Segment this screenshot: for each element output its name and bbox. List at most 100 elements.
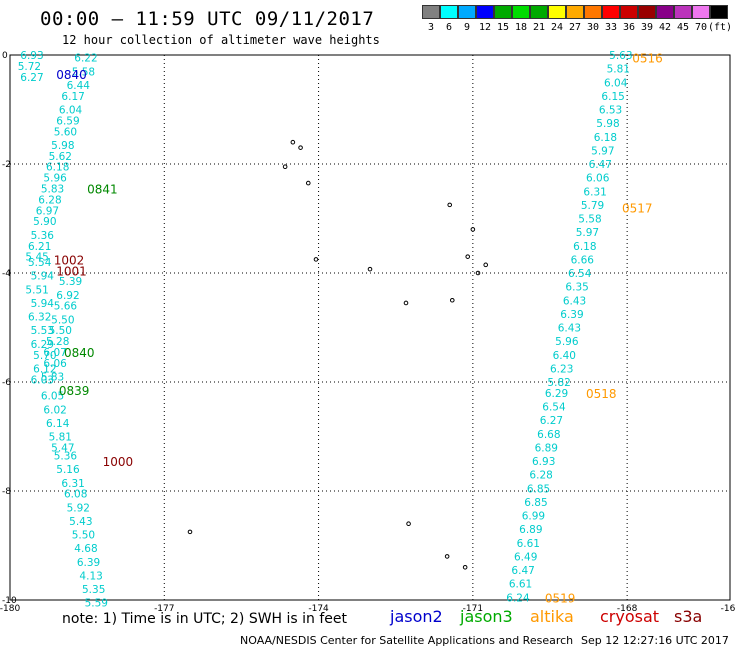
lat-tick-label: -8 (2, 487, 11, 497)
swh-value: 6.44 (67, 80, 91, 92)
swh-value: 5.96 (43, 173, 67, 185)
swh-value: 6.31 (583, 186, 606, 198)
legend-swatch (602, 5, 620, 19)
pass-time-label: 0841 (87, 183, 118, 197)
footer-note: note: 1) Time is in UTC; 2) SWH is in fe… (62, 611, 348, 627)
lat-tick-label: -2 (2, 160, 11, 170)
island-outline (449, 297, 455, 303)
legend-swatch (710, 5, 728, 19)
swh-value: 5.94 (31, 298, 55, 310)
swh-value: 6.32 (28, 312, 51, 324)
legend-label: 30 (586, 22, 600, 33)
island-outline (367, 266, 373, 272)
swh-value: 5.60 (54, 126, 77, 138)
island-outline (313, 257, 319, 262)
swh-value: 5.81 (607, 64, 630, 76)
legend-swatch (476, 5, 494, 19)
legend-swatch (566, 5, 584, 19)
swh-value: 6.21 (28, 241, 51, 253)
swh-value: 6.06 (43, 358, 67, 370)
mission-altika: altika (530, 607, 574, 626)
legend-swatch (458, 5, 476, 19)
swh-value: 6.39 (560, 309, 583, 321)
swh-value: 6.12 (33, 363, 56, 375)
swh-value: 6.85 (524, 497, 547, 509)
island-outline (475, 270, 481, 276)
lon-tick-label: -177 (154, 604, 174, 614)
swh-value: 6.43 (558, 323, 581, 335)
swh-value: 6.43 (563, 295, 586, 307)
legend-label: 21 (532, 22, 546, 33)
swh-value: 6.06 (586, 173, 610, 185)
legend-label: 45 (676, 22, 690, 33)
legend-swatch (530, 5, 548, 19)
swh-value: 6.93 (20, 50, 43, 62)
swh-value: 5.97 (591, 145, 614, 157)
legend-swatch (692, 5, 710, 19)
legend-label: 70 (694, 22, 708, 33)
legend-label: (ft) (708, 22, 733, 33)
legend-swatch (656, 5, 674, 19)
island-outline (462, 565, 468, 570)
swh-value: 6.18 (573, 241, 596, 253)
swh-value: 5.53 (31, 325, 54, 337)
legend-label: 18 (514, 22, 528, 33)
legend-label: 24 (550, 22, 564, 33)
swh-value: 6.89 (519, 524, 542, 536)
swh-value: 6.29 (31, 339, 54, 351)
swh-tracks: 6.935.726.276.225.586.446.176.046.595.60… (18, 50, 633, 610)
swh-value: 5.97 (576, 227, 599, 239)
swh-value: 6.92 (56, 290, 79, 302)
mission-cryosat: cryosat (600, 607, 660, 626)
island-outline (470, 227, 476, 232)
pass-time-label: 0840 (56, 68, 87, 82)
swh-value: 6.35 (565, 282, 588, 294)
swh-value: 6.68 (537, 429, 560, 441)
legend-label: 9 (463, 22, 471, 33)
map-subtitle: 12 hour collection of altimeter wave hei… (62, 33, 380, 47)
swh-value: 5.35 (82, 584, 105, 596)
mission-jason3: jason3 (460, 607, 513, 626)
swh-value: 6.22 (74, 53, 97, 65)
legend-swatch (548, 5, 566, 19)
swh-value: 6.18 (46, 162, 69, 174)
swh-value: 5.39 (59, 276, 82, 288)
island-outline (444, 554, 450, 559)
swh-value: 5.98 (51, 140, 74, 152)
swh-value: 6.89 (535, 442, 558, 454)
swh-value: 6.17 (61, 91, 84, 103)
swh-value: 5.54 (28, 257, 52, 269)
credit-text: NOAA/NESDIS Center for Satellite Applica… (240, 634, 574, 647)
pass-time-label: 0518 (586, 387, 617, 401)
swh-value: 6.54 (542, 402, 566, 414)
swh-value: 5.70 (33, 350, 56, 362)
swh-value: 5.98 (596, 118, 619, 130)
swh-value: 6.99 (522, 511, 545, 523)
swh-value: 6.24 (506, 592, 530, 604)
swh-value: 6.04 (604, 77, 628, 89)
legend-swatch (584, 5, 602, 19)
color-legend (422, 5, 728, 19)
legend-swatch (638, 5, 656, 19)
swh-value: 6.59 (56, 115, 79, 127)
legend-swatch (620, 5, 638, 19)
swh-value: 5.96 (555, 336, 579, 348)
swh-value: 6.27 (540, 415, 563, 427)
swh-value: 5.72 (18, 61, 41, 73)
swh-value: 6.15 (601, 91, 624, 103)
swh-value: 6.40 (553, 350, 576, 362)
swh-value: 5.16 (56, 464, 80, 476)
lat-tick-label: -4 (2, 269, 11, 279)
legend-label: 15 (496, 22, 510, 33)
swh-value: 5.83 (41, 184, 64, 196)
swh-value: 6.47 (589, 159, 612, 171)
swh-value: 6.61 (517, 538, 540, 550)
lon-tick-label: -174 (308, 604, 329, 614)
swh-value: 5.47 (51, 442, 74, 454)
swh-value: 6.66 (571, 254, 595, 266)
swh-value: 5.82 (547, 377, 570, 389)
swh-value: 6.31 (61, 478, 84, 490)
legend-swatch (512, 5, 530, 19)
lat-tick-label: -10 (2, 596, 17, 606)
swh-value: 4.13 (79, 570, 102, 582)
